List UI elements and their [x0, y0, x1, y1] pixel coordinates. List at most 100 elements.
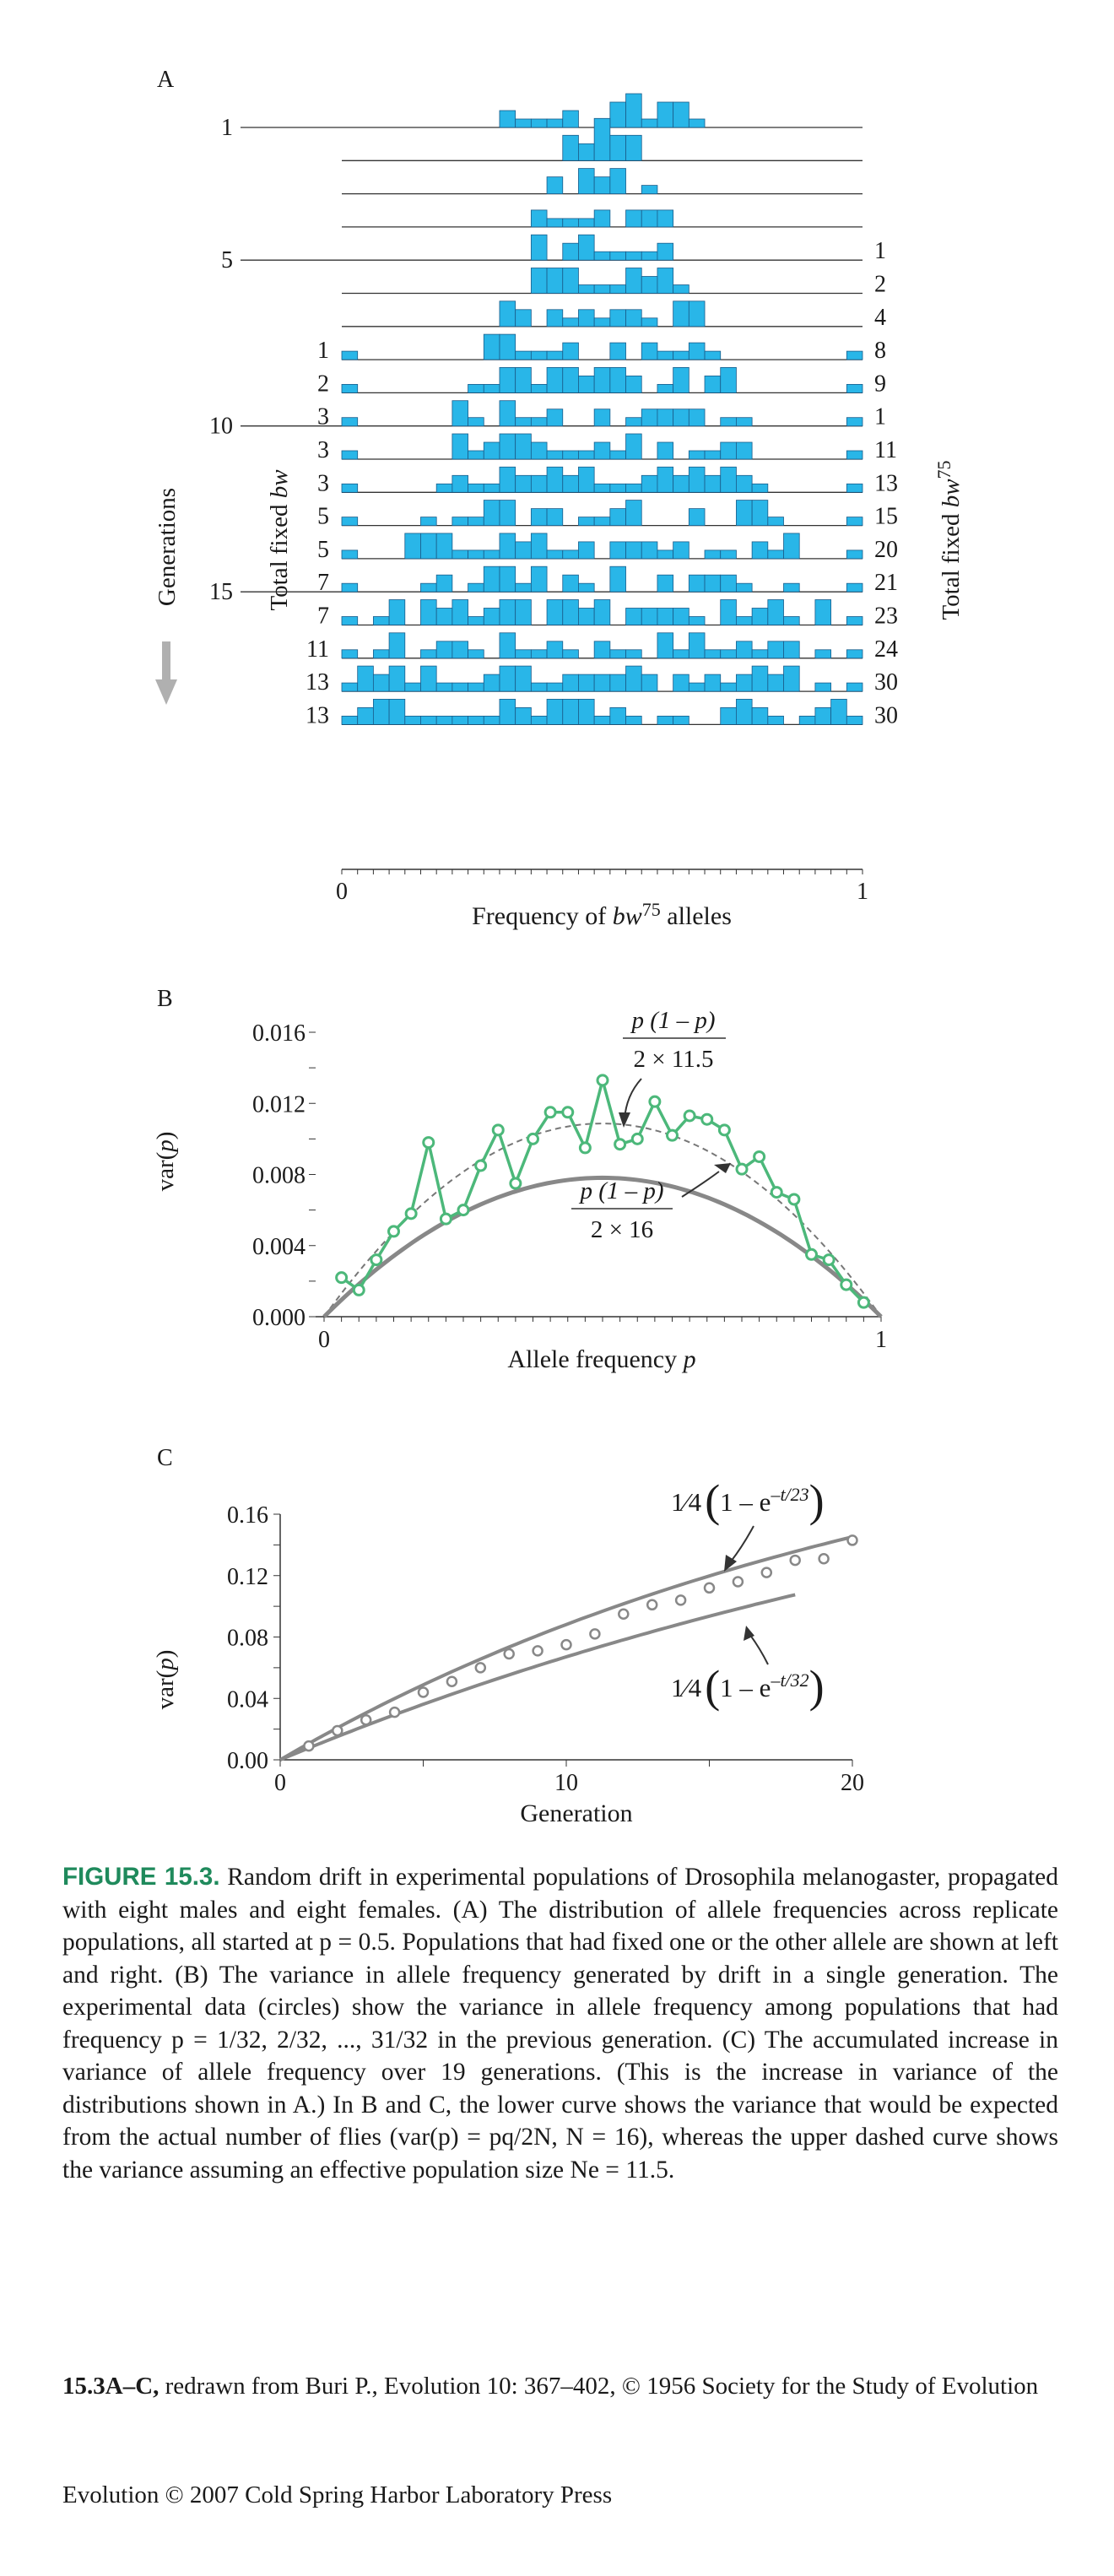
histogram-bar [435, 533, 453, 560]
panel-c-annotation-upper-arrow [730, 1525, 754, 1562]
histogram-bar [468, 483, 484, 493]
histogram-bar [657, 101, 674, 128]
panel-b-y-tick-label: 0.016 [252, 1020, 306, 1047]
histogram-bar [657, 549, 674, 560]
panel-b-data-point [370, 1253, 383, 1267]
histogram-bar [609, 483, 626, 493]
panel-c-annotation-upper-arrowhead [724, 1555, 737, 1572]
fixed-bw75-count: 8 [874, 338, 886, 364]
histogram-bar [846, 716, 863, 725]
histogram-bar [688, 616, 706, 625]
histogram-bar [515, 582, 532, 593]
histogram-bar [673, 649, 689, 659]
panel-c-data-point [560, 1638, 572, 1651]
panel-c-y-tick-label: 0.08 [227, 1626, 268, 1652]
histogram-bar [736, 699, 753, 725]
panel-b-data-point [630, 1132, 644, 1145]
histogram-bar [783, 641, 800, 659]
panel-label-b: B [157, 986, 173, 1012]
histogram-bar [578, 375, 595, 393]
histogram-bar [609, 674, 626, 692]
panel-a-x-label: Frequency of bw75 alleles [472, 899, 732, 930]
histogram-bar [736, 441, 753, 460]
histogram-bar [657, 632, 674, 659]
histogram-bar [720, 366, 737, 393]
panel-b-data-point [614, 1138, 627, 1151]
histogram-bar [846, 483, 863, 493]
histogram-bar [609, 284, 626, 294]
histogram-bar [846, 350, 863, 360]
histogram-bar [609, 450, 626, 460]
panel-b-x-tick-label: 0 [318, 1327, 330, 1353]
histogram-bar [420, 649, 437, 659]
panel-b-y-tick-label: 0.008 [252, 1163, 306, 1189]
histogram-bar [483, 608, 500, 625]
histogram-bar [468, 582, 484, 593]
histogram-bar [546, 549, 564, 560]
histogram-bar [357, 707, 374, 725]
generation-tick-label: 10 [209, 414, 233, 440]
histogram-bar [641, 276, 658, 294]
histogram-bar [625, 417, 642, 427]
panel-c-y-label: var(p) [152, 1650, 179, 1710]
histogram-bar [798, 716, 816, 725]
histogram-bar [593, 441, 611, 460]
histogram-bar [736, 417, 753, 427]
panel-c-data-point [789, 1554, 801, 1567]
histogram-bar [499, 433, 516, 460]
histogram-bar [609, 101, 626, 128]
histogram-bar [625, 649, 642, 659]
histogram-bar [578, 218, 595, 228]
histogram-bar [767, 716, 784, 725]
histogram-bar [720, 599, 737, 625]
histogram-bar [499, 632, 516, 659]
histogram-bar [720, 682, 737, 692]
histogram-bar [783, 533, 800, 560]
fixed-bw-count: 3 [317, 437, 329, 463]
histogram-bar [767, 599, 784, 625]
histogram-bar [435, 483, 453, 493]
histogram-bar [751, 483, 769, 493]
fixed-bw-count: 3 [317, 470, 329, 496]
histogram-bar [736, 674, 753, 692]
histogram-bar [673, 409, 689, 427]
histogram-bar [562, 649, 579, 659]
histogram-bar [515, 707, 532, 725]
histogram-bar [562, 342, 579, 360]
panel-b-plot [322, 1074, 883, 1318]
histogram-bar [609, 134, 626, 161]
histogram-bar [578, 541, 595, 560]
panel-b-data-point [509, 1177, 522, 1190]
histogram-bar [704, 674, 722, 692]
histogram-bar [468, 517, 484, 526]
panel-c-data-point [303, 1740, 315, 1752]
histogram-bar [546, 309, 564, 327]
histogram-bar [546, 409, 564, 427]
histogram-bar [483, 333, 500, 360]
histogram-bar [562, 110, 579, 128]
histogram-bar [515, 474, 532, 493]
histogram-bar [673, 674, 689, 692]
panel-b-data-point [335, 1271, 349, 1285]
histogram-bar [452, 517, 468, 526]
histogram-bar [593, 284, 611, 294]
histogram-bar [657, 383, 674, 393]
histogram-bar [673, 366, 689, 393]
histogram-bar [814, 682, 832, 692]
panel-b-y-tick-label: 0.004 [252, 1234, 306, 1260]
histogram-bar [578, 309, 595, 327]
histogram-bar [578, 450, 595, 460]
histogram-bar [673, 608, 689, 625]
histogram-bar [688, 300, 706, 327]
histogram-bar [468, 383, 484, 393]
histogram-bar [578, 517, 595, 526]
fixed-bw75-count: 4 [874, 305, 886, 331]
histogram-bar [452, 682, 468, 692]
histogram-bar [372, 616, 390, 625]
histogram-bar [673, 284, 689, 294]
histogram-bar [562, 134, 579, 161]
figure-caption: FIGURE 15.3. Random drift in experimenta… [62, 1861, 1058, 2186]
histogram-bar [420, 517, 437, 526]
histogram-bar [720, 574, 737, 593]
histogram-bar [751, 500, 769, 526]
